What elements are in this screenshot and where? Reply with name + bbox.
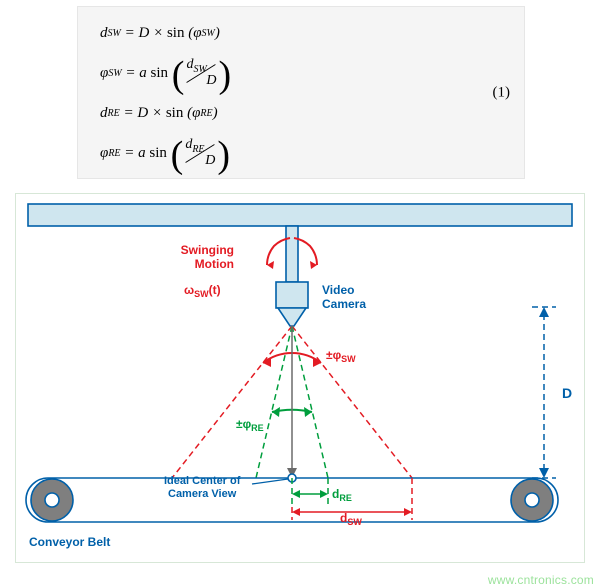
eq3-lhs-var: d [100, 105, 108, 122]
equation-3: dRE = D × sin (φRE) [100, 93, 506, 133]
equation-panel: (1) dSW = D × sin (φSW) φSW = a sin ( dS… [77, 6, 525, 179]
label-center-2: Camera View [168, 488, 237, 500]
wheel-right-inner [525, 493, 539, 507]
eq3-arg-sub: RE [200, 108, 212, 119]
equation-1: dSW = D × sin (φSW) [100, 13, 506, 53]
label-d-sw: dSW [340, 511, 362, 527]
dsw-arrow-l [292, 508, 300, 516]
diagram-panel: Swinging Motion ωSW(t) Video Camera ±φSW… [15, 193, 585, 563]
eq4-a: a [138, 145, 146, 162]
eq1-D: D [138, 25, 149, 42]
dre-arrow-r [320, 490, 328, 498]
diagram-svg: Swinging Motion ωSW(t) Video Camera ±φSW… [16, 194, 584, 562]
eq4-sin: sin [149, 145, 167, 162]
eq3-sin: sin [166, 105, 184, 122]
camera-body [276, 282, 308, 308]
red-cone-left [172, 326, 292, 478]
equation-2: φSW = a sin ( dSW D ) [100, 53, 506, 93]
watermark: www.cntronics.com [488, 573, 594, 587]
label-conveyor: Conveyor Belt [29, 535, 110, 549]
eq3-times: × [152, 105, 162, 122]
dsw-arrow-r [404, 508, 412, 516]
label-center-1: Ideal Center of [164, 475, 241, 487]
label-d-re: dRE [332, 487, 352, 503]
dre-arrow-l [292, 490, 300, 498]
eq1-sin: sin [167, 25, 185, 42]
label-camera: Camera [322, 297, 366, 311]
eq2-lhs-var: φ [100, 65, 108, 82]
eq1-lhs-sub: SW [108, 28, 121, 39]
eq3-D: D [137, 105, 148, 122]
eq1-arg-sub: SW [202, 28, 215, 39]
overhead-beam [28, 204, 572, 226]
green-cone-left [256, 326, 292, 478]
eq2-frac: dSW D [184, 58, 218, 89]
eq2-den: D [184, 74, 218, 88]
equation-number: (1) [493, 84, 511, 101]
eq1-lhs-var: d [100, 25, 108, 42]
D-arrow-bot [539, 468, 549, 478]
eq2-a: a [139, 65, 147, 82]
green-cone-right [292, 326, 328, 478]
label-phi-sw: ±φSW [326, 348, 356, 364]
label-phi-re: ±φRE [236, 417, 264, 433]
eq4-lhs-sub: RE [108, 148, 120, 159]
eq4-den: D [183, 154, 217, 168]
label-motion: Motion [195, 257, 234, 271]
equation-4: φRE = a sin ( dRE D ) [100, 133, 506, 173]
label-video: Video [322, 283, 354, 297]
eq2-lhs-sub: SW [108, 68, 121, 79]
label-omega: ωSW(t) [184, 283, 221, 299]
eq3-lhs-sub: RE [108, 108, 120, 119]
mounting-pole [286, 226, 298, 282]
center-leader [252, 479, 288, 484]
label-swinging: Swinging [181, 243, 234, 257]
red-cone-right [292, 326, 412, 478]
camera-lens [278, 308, 306, 326]
eq4-frac: dRE D [183, 138, 217, 169]
eq2-sin: sin [151, 65, 169, 82]
D-arrow-top [539, 307, 549, 317]
label-distance-D: D [562, 385, 572, 401]
wheel-left-inner [45, 493, 59, 507]
eq1-times: × [153, 25, 163, 42]
eq1-arg-var: φ [193, 25, 201, 42]
